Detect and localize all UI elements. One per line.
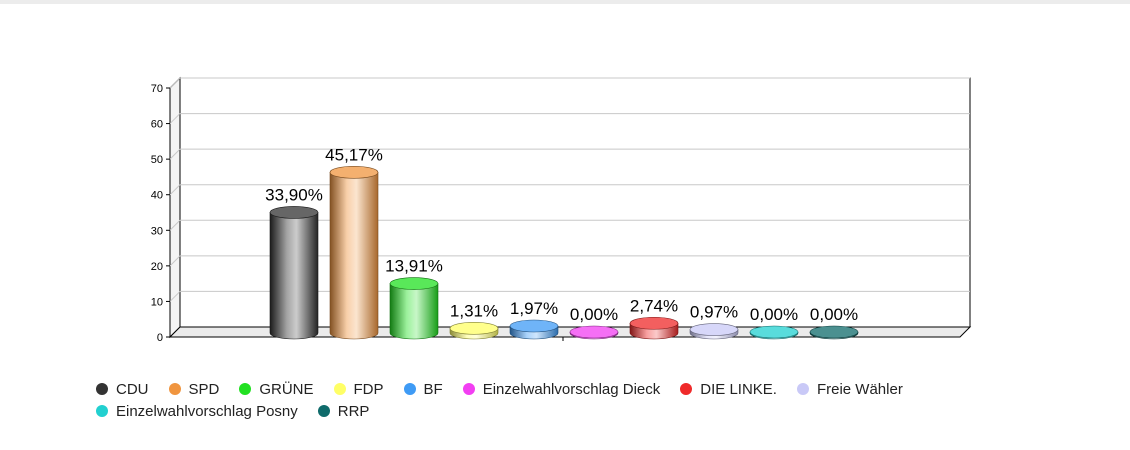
- legend-item: BF: [403, 378, 443, 400]
- legend-label: FDP: [353, 380, 384, 398]
- legend-item: SPD: [168, 378, 220, 400]
- legend-item: RRP: [317, 400, 370, 422]
- legend-dot-icon: [680, 383, 693, 395]
- legend-label: Freie Wähler: [816, 380, 903, 398]
- grid-lines: [169, 77, 970, 302]
- legend-item: Einzelwahlvorschlag Dieck: [462, 378, 661, 400]
- legend-item: DIE LINKE.: [680, 378, 777, 400]
- legend-dot-icon: [462, 383, 475, 395]
- legend-label: DIE LINKE.: [700, 380, 777, 398]
- bar: [389, 277, 439, 340]
- data-label: 33,90%: [265, 185, 323, 204]
- bars: [269, 166, 859, 340]
- legend-dot-icon: [168, 383, 181, 395]
- value-labels: 33,90% 45,17% 13,91% 1,31% 1,97% 0,00% 2,74% 0,…: [265, 145, 858, 324]
- bar: [329, 166, 379, 340]
- legend-label: Einzelwahlvorschlag Dieck: [482, 380, 661, 398]
- top-bar: [0, 0, 1130, 4]
- legend-dot-icon: [96, 405, 108, 417]
- y-tick-label: 10: [151, 296, 163, 308]
- data-label: 2,74%: [630, 296, 678, 315]
- legend-label: RRP: [337, 402, 370, 420]
- legend-item: Freie Wähler: [796, 378, 903, 400]
- bar: [629, 316, 679, 340]
- y-tick-label: 0: [157, 332, 163, 344]
- y-tick-label: 40: [151, 190, 163, 202]
- legend-item: CDU: [96, 378, 149, 400]
- y-axis: 0 10 20 30 40 50 60 70: [151, 83, 170, 344]
- y-tick-label: 70: [151, 83, 163, 95]
- bar: [449, 322, 499, 340]
- data-label: 13,91%: [385, 257, 443, 276]
- data-label: 0,00%: [570, 305, 618, 324]
- legend-dot-icon: [796, 383, 809, 395]
- data-label: 45,17%: [325, 145, 383, 164]
- bar-chart: 0 10 20 30 40 50 60 70 33,90% 45,17% 13,91% 1,31% 1…: [151, 76, 972, 344]
- legend-item: Einzelwahlvorschlag Posny: [96, 400, 298, 422]
- legend-label: Einzelwahlvorschlag Posny: [116, 402, 298, 420]
- legend-dot-icon: [239, 383, 252, 395]
- bar: [509, 319, 559, 340]
- legend-label: BF: [423, 380, 443, 398]
- legend: CDU SPD GRÜNE FDP BF Einzelwahlvorschlag Diec…: [96, 378, 1106, 422]
- legend-label: GRÜNE: [259, 380, 314, 398]
- data-label: 1,31%: [450, 301, 498, 320]
- legend-dot-icon: [317, 405, 330, 417]
- bar: [749, 325, 799, 340]
- data-label: 0,97%: [690, 303, 738, 322]
- grid-line-side: [169, 184, 181, 196]
- legend-label: SPD: [188, 380, 220, 398]
- legend-dot-icon: [333, 383, 346, 395]
- y-tick-label: 50: [151, 154, 163, 166]
- legend-dot-icon: [403, 383, 416, 395]
- grid-line-side: [169, 219, 181, 231]
- grid-line-side: [169, 77, 181, 89]
- legend-dot-icon: [96, 383, 108, 395]
- grid-line-side: [169, 148, 181, 160]
- data-label: 1,97%: [510, 299, 558, 318]
- bar: [269, 206, 319, 340]
- grid-line-side: [169, 113, 181, 124]
- grid-line-side: [169, 291, 181, 302]
- grid-line-side: [169, 255, 181, 267]
- bar: [809, 325, 859, 340]
- legend-item: GRÜNE: [239, 378, 314, 400]
- bar: [689, 323, 739, 340]
- data-label: 0,00%: [810, 305, 858, 324]
- y-tick-label: 30: [151, 225, 163, 237]
- y-tick-label: 60: [151, 119, 163, 131]
- legend-label: CDU: [116, 380, 149, 398]
- data-label: 0,00%: [750, 305, 798, 324]
- bar: [569, 325, 619, 340]
- legend-item: FDP: [333, 378, 384, 400]
- y-tick-label: 20: [151, 261, 163, 273]
